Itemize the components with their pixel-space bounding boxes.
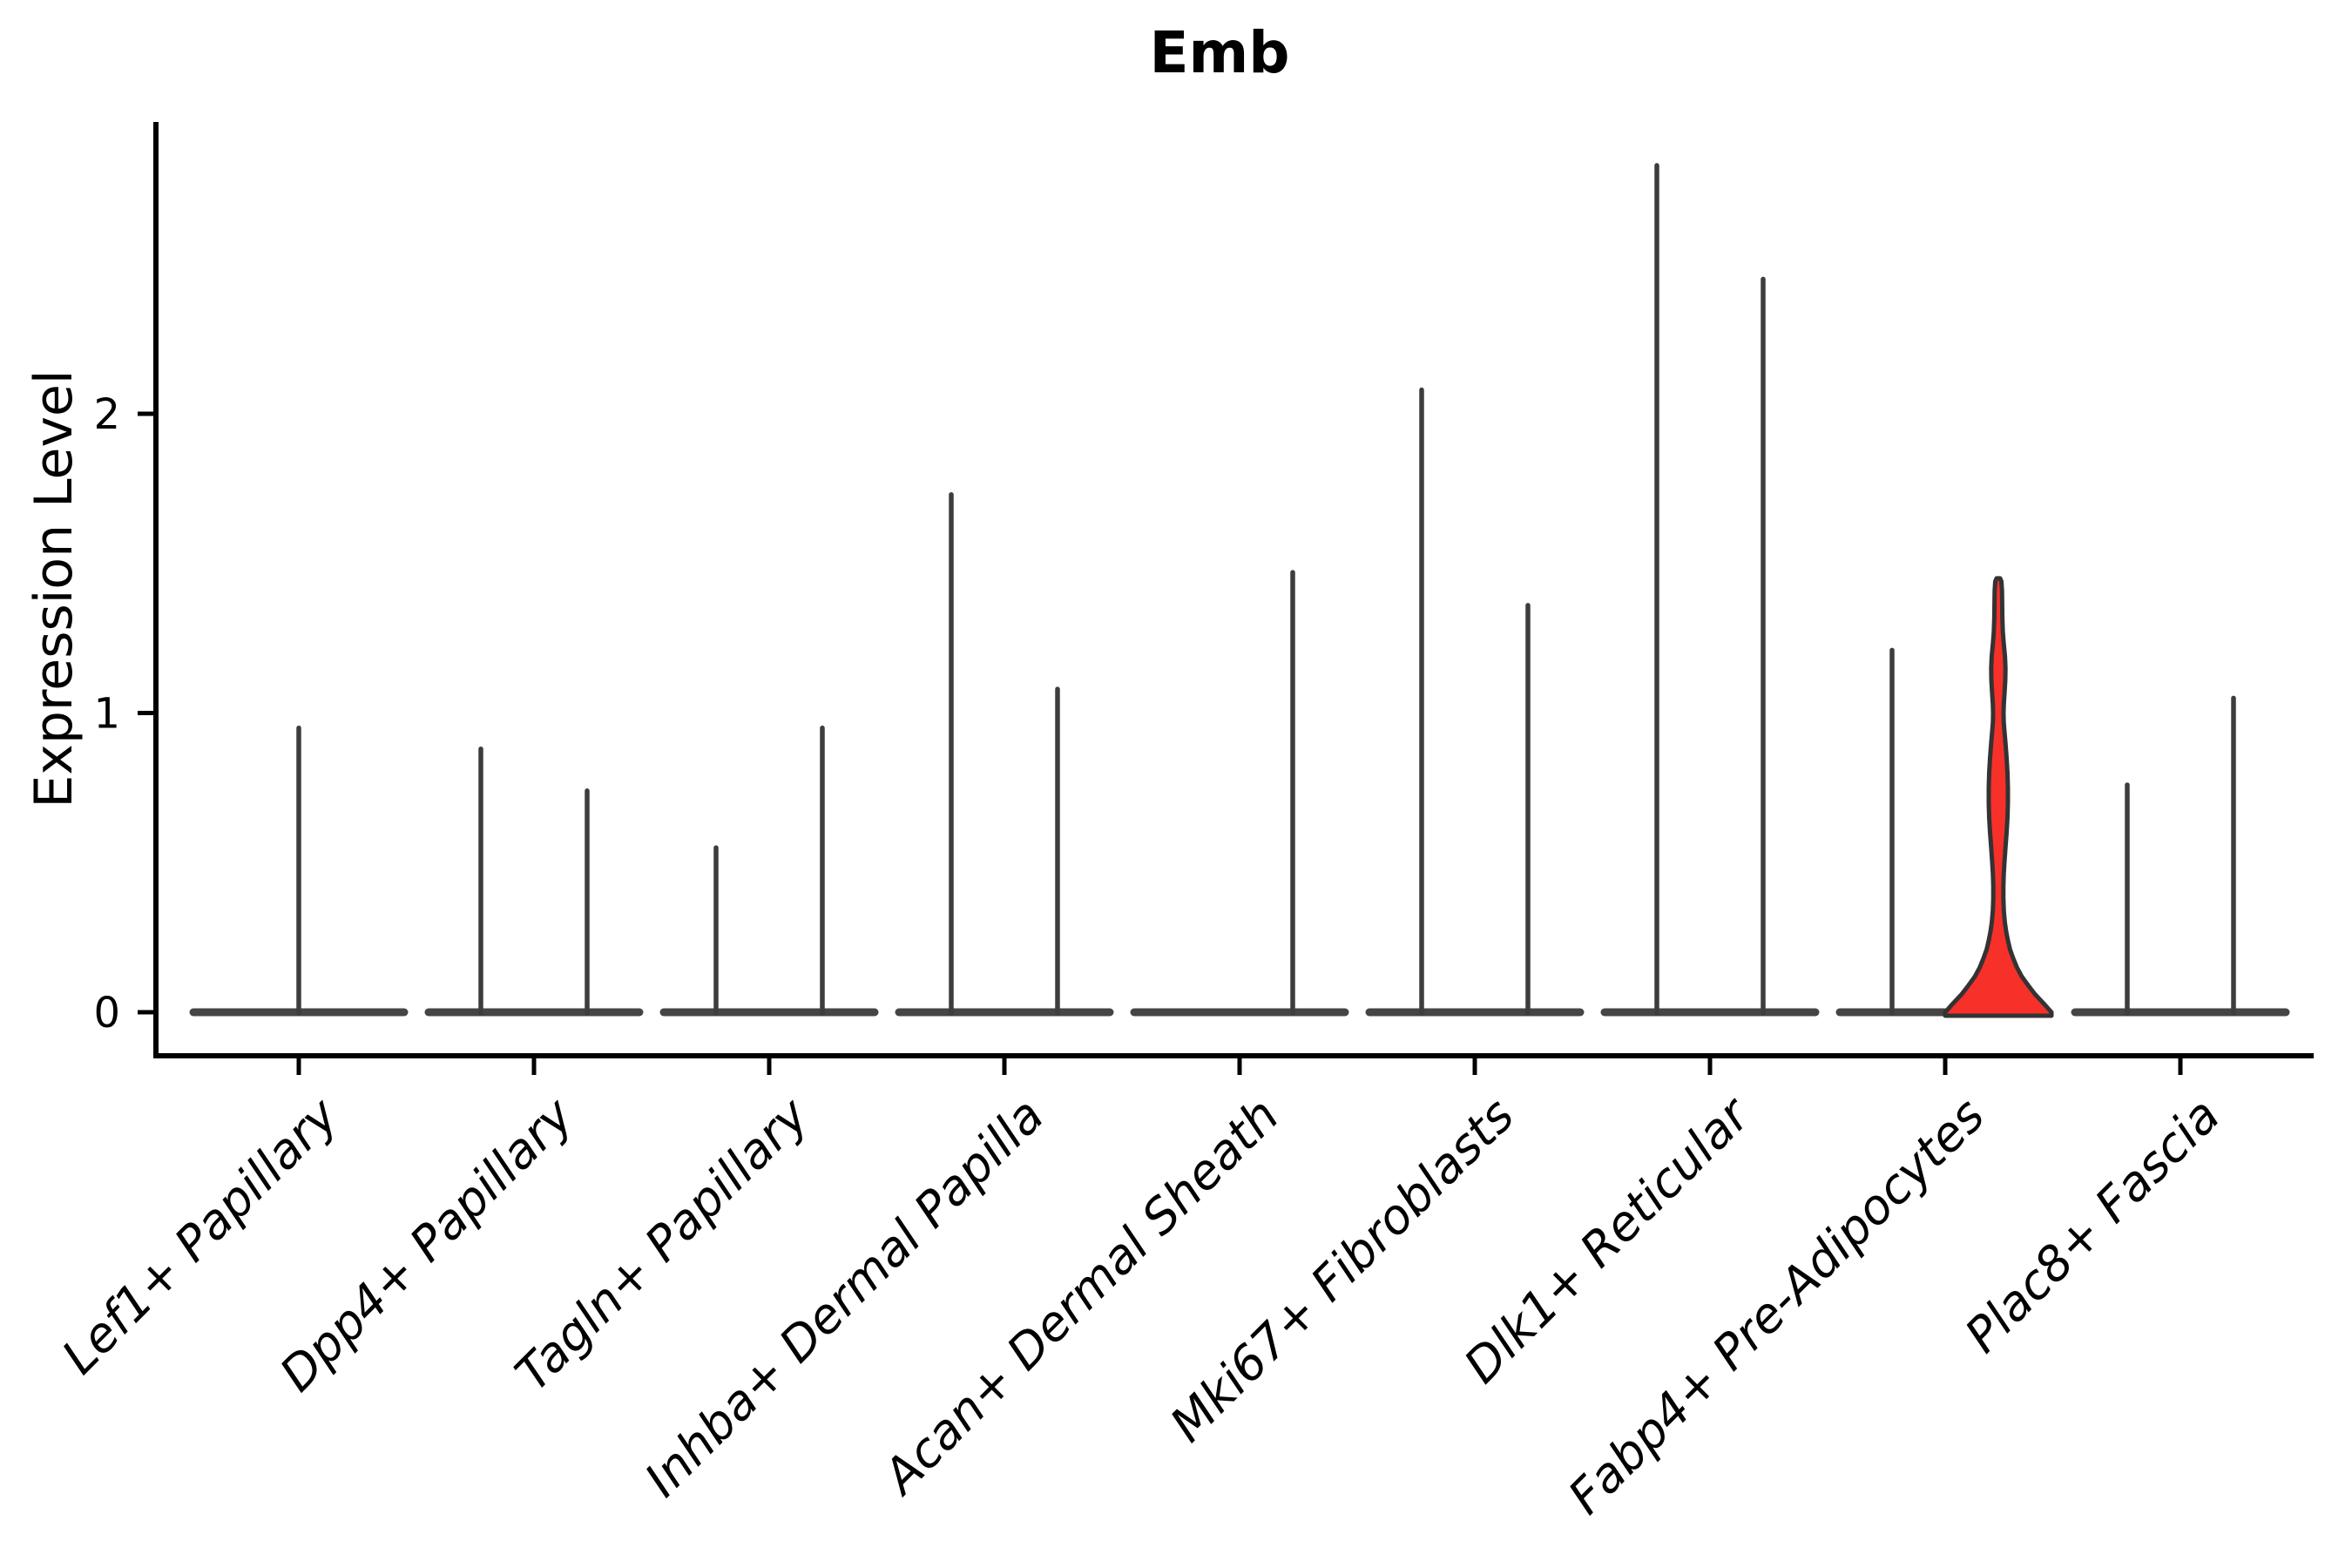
y-tick-label: 0 <box>93 989 120 1037</box>
filled-violin <box>1943 576 2054 1018</box>
y-tick-label: 1 <box>93 690 120 739</box>
plot-title: Emb <box>1149 19 1290 86</box>
y-tick-label: 2 <box>93 390 120 439</box>
